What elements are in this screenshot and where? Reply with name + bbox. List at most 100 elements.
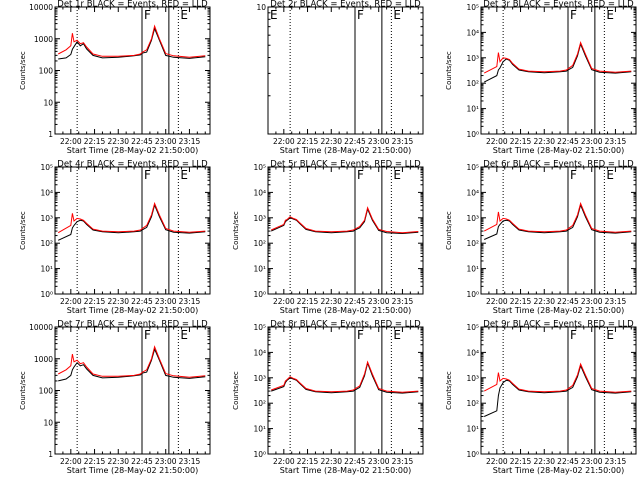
y-tick-label: 10¹ bbox=[40, 265, 53, 274]
plot-frame bbox=[267, 6, 424, 135]
panel-title: Det 3r BLACK = Events, RED = LLD bbox=[483, 0, 634, 10]
panel-5: Det 5r BLACK = Events, RED = LLD 10⁰ 10¹ 10… bbox=[232, 160, 424, 315]
panel-title: Det 7r BLACK = Events, RED = LLD bbox=[57, 320, 208, 330]
y-tick-label: 10⁰ bbox=[466, 450, 479, 459]
panel-title: Det 5r BLACK = Events, RED = LLD bbox=[270, 160, 421, 170]
x-tick-label: 23:15 bbox=[179, 137, 201, 146]
panel-6: Det 6r BLACK = Events, RED = LLD 10⁰ 10¹ 10… bbox=[445, 160, 637, 315]
y-tick-label: 10³ bbox=[466, 374, 479, 383]
marker-label: F bbox=[144, 8, 151, 22]
y-tick-label: 10² bbox=[466, 399, 479, 408]
x-tick-label: 22:00 bbox=[486, 457, 508, 466]
x-tick-label: 23:00 bbox=[155, 297, 177, 306]
y-tick-label: 10² bbox=[466, 239, 479, 248]
x-tick-label: 22:30 bbox=[320, 297, 342, 306]
series-line-events bbox=[483, 42, 632, 83]
x-axis-label: Start Time (28-May-02 21:50:00) bbox=[493, 466, 624, 475]
x-tick-label: 23:15 bbox=[605, 137, 627, 146]
x-tick-label: 22:15 bbox=[297, 457, 319, 466]
x-tick-label: 22:00 bbox=[486, 137, 508, 146]
y-tick-label: 10 bbox=[43, 418, 53, 427]
y-tick-label: 10² bbox=[40, 239, 53, 248]
series-line-events bbox=[483, 364, 632, 417]
x-tick-label: 22:00 bbox=[60, 137, 82, 146]
y-tick-label: 10 bbox=[256, 3, 266, 12]
marker-label: F bbox=[357, 8, 364, 22]
y-tick-label: 10³ bbox=[253, 374, 266, 383]
y-tick-label: 10000 bbox=[29, 3, 53, 12]
x-tick-label: 23:00 bbox=[155, 457, 177, 466]
marker-label: F bbox=[144, 328, 151, 342]
y-axis-label: Counts/sec bbox=[19, 211, 27, 250]
panel-title: Det 2r BLACK = Events, RED = LLD bbox=[270, 0, 421, 10]
x-axis-label: Start Time (28-May-02 21:50:00) bbox=[67, 146, 198, 155]
marker-label: F bbox=[570, 168, 577, 182]
series-line-lld bbox=[271, 360, 419, 393]
x-tick-label: 22:30 bbox=[320, 137, 342, 146]
y-tick-label: 10⁰ bbox=[253, 450, 266, 459]
x-tick-label: 22:45 bbox=[344, 297, 366, 306]
y-tick-label: 10¹ bbox=[466, 105, 479, 114]
y-tick-label: 1000 bbox=[34, 355, 53, 364]
y-axis-label: Counts/sec bbox=[232, 371, 240, 410]
series-line-lld bbox=[57, 201, 206, 234]
x-tick-label: 22:45 bbox=[557, 137, 579, 146]
series-line-events bbox=[483, 203, 632, 240]
x-tick-label: 23:15 bbox=[179, 297, 201, 306]
x-tick-label: 23:15 bbox=[605, 457, 627, 466]
marker-label: E bbox=[393, 168, 401, 182]
x-tick-label: 22:15 bbox=[510, 137, 532, 146]
y-tick-label: 10⁵ bbox=[253, 163, 266, 172]
marker-label: E bbox=[180, 328, 188, 342]
x-tick-label: 22:30 bbox=[107, 457, 129, 466]
y-axis-label: Counts/sec bbox=[445, 211, 453, 250]
y-axis-label: Counts/sec bbox=[445, 51, 453, 90]
series-line-lld bbox=[483, 201, 632, 233]
x-tick-label: 23:15 bbox=[605, 297, 627, 306]
series-line-events bbox=[270, 207, 419, 235]
y-tick-label: 10⁰ bbox=[466, 290, 479, 299]
series-line-lld bbox=[483, 40, 632, 74]
panel-3: Det 3r BLACK = Events, RED = LLD 10⁰ 10¹ 10… bbox=[445, 0, 637, 155]
panel-9: Det 9r BLACK = Events, RED = LLD 10⁰ 10¹ 10… bbox=[445, 320, 637, 475]
x-tick-label: 22:45 bbox=[557, 297, 579, 306]
marker-label: E bbox=[393, 8, 401, 22]
x-tick-label: 22:45 bbox=[344, 137, 366, 146]
panel-title: Det 6r BLACK = Events, RED = LLD bbox=[483, 160, 634, 170]
x-tick-label: 22:00 bbox=[60, 297, 82, 306]
y-tick-label: 10² bbox=[253, 399, 266, 408]
x-tick-label: 22:15 bbox=[84, 457, 106, 466]
marker-label: E bbox=[393, 328, 401, 342]
series-line-lld bbox=[270, 206, 419, 234]
y-axis-label: Counts/sec bbox=[232, 211, 240, 250]
series-line-lld bbox=[483, 362, 632, 393]
x-tick-label: 22:00 bbox=[273, 457, 295, 466]
panel-title: Det 1r BLACK = Events, RED = LLD bbox=[57, 0, 208, 10]
x-tick-label: 22:00 bbox=[60, 457, 82, 466]
marker-label: F bbox=[357, 328, 364, 342]
series-line-lld bbox=[57, 24, 206, 58]
x-tick-label: 23:00 bbox=[155, 137, 177, 146]
y-tick-label: 10¹ bbox=[253, 265, 266, 274]
x-tick-label: 22:15 bbox=[297, 297, 319, 306]
y-tick-label: 1 bbox=[48, 450, 53, 459]
y-tick-label: 10⁴ bbox=[466, 348, 479, 357]
x-tick-label: 22:15 bbox=[510, 457, 532, 466]
y-axis-label: Counts/sec bbox=[19, 51, 27, 90]
y-tick-label: 10⁴ bbox=[40, 188, 53, 197]
plot-frame bbox=[267, 166, 424, 295]
panel-7: Det 7r BLACK = Events, RED = LLD 1 10 100 10… bbox=[19, 320, 211, 475]
y-tick-label: 10⁴ bbox=[253, 348, 266, 357]
plot-frame bbox=[480, 6, 637, 135]
x-tick-label: 22:15 bbox=[297, 137, 319, 146]
x-tick-label: 23:15 bbox=[392, 137, 414, 146]
x-tick-label: 22:30 bbox=[533, 297, 555, 306]
x-tick-label: 23:15 bbox=[179, 457, 201, 466]
panel-title: Det 4r BLACK = Events, RED = LLD bbox=[57, 160, 208, 170]
plot-frame bbox=[54, 166, 211, 295]
x-tick-label: 23:00 bbox=[581, 457, 603, 466]
x-tick-label: 22:30 bbox=[107, 297, 129, 306]
marker-label: E bbox=[606, 168, 614, 182]
x-tick-label: 22:30 bbox=[533, 137, 555, 146]
